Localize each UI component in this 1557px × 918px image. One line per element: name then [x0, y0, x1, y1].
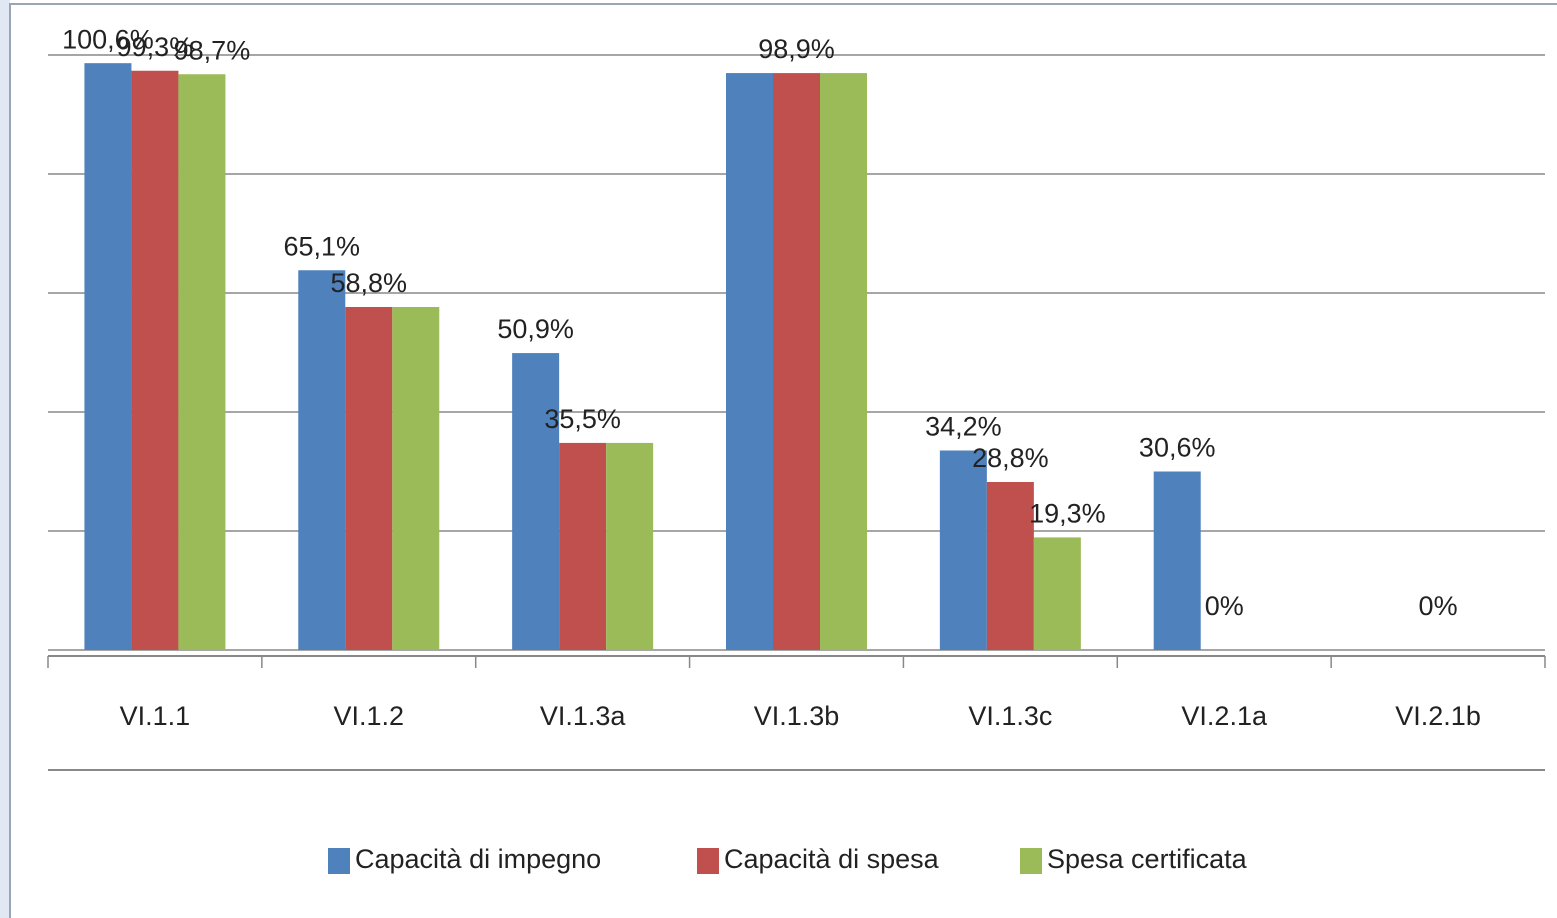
x-tick-label: VI.1.2 [334, 701, 405, 731]
data-label: 34,2% [925, 412, 1002, 442]
data-label: 0% [1419, 591, 1458, 621]
data-label: 28,8% [972, 443, 1049, 473]
bar [1153, 471, 1201, 650]
x-tick-label: VI.1.3b [754, 701, 840, 731]
data-label: 99,3% [117, 32, 194, 62]
x-tick-label: VI.1.3a [540, 701, 627, 731]
bar [84, 63, 132, 650]
data-label: 58,8% [331, 268, 408, 298]
legend-swatch [1020, 848, 1042, 874]
bar [512, 353, 560, 650]
bar [392, 307, 440, 650]
data-label: 98,7% [174, 35, 251, 65]
legend-swatch [697, 848, 719, 874]
side-panel [0, 0, 10, 918]
data-label: 30,6% [1139, 433, 1216, 463]
bar [820, 73, 867, 651]
bar [178, 74, 226, 650]
data-label: 50,9% [497, 314, 574, 344]
x-tick-label: VI.1.3c [968, 701, 1052, 731]
legend-swatch [328, 848, 350, 874]
bar [559, 442, 607, 650]
bar [298, 270, 346, 650]
bar [131, 70, 179, 650]
bar [345, 307, 393, 650]
bar [986, 482, 1034, 650]
x-tick-label: VI.1.1 [120, 701, 191, 731]
bar [773, 73, 820, 651]
legend-label: Spesa certificata [1047, 844, 1248, 874]
data-label: 19,3% [1029, 499, 1106, 529]
data-label: 100,6% [62, 24, 154, 54]
legend-label: Capacità di impegno [355, 844, 601, 874]
data-label: 0% [1205, 591, 1244, 621]
x-tick-label: VI.2.1b [1395, 701, 1481, 731]
chart-border [9, 3, 1557, 918]
legend-label: Capacità di spesa [724, 844, 940, 874]
data-label: 98,9% [758, 34, 835, 64]
bar [726, 73, 773, 651]
bar [606, 442, 654, 650]
x-tick-label: VI.2.1a [1181, 701, 1268, 731]
data-label: 65,1% [284, 231, 361, 261]
bar [939, 450, 987, 650]
bar [1033, 537, 1081, 650]
data-label: 35,5% [544, 404, 621, 434]
